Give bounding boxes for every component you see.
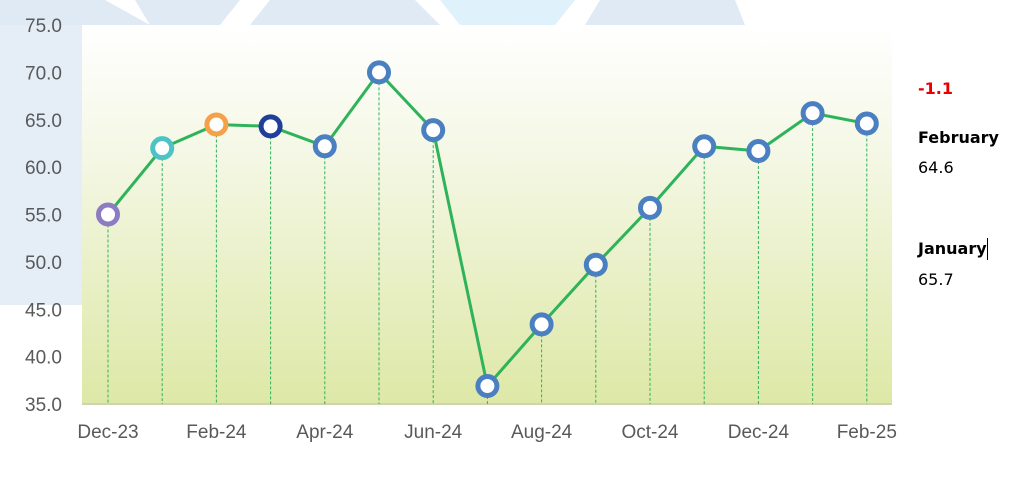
x-axis-ticks: Dec-23 Feb-24 Apr-24 Jun-24 Aug-24 Oct-24 Dec-… [77,422,897,443]
data-point [150,136,175,161]
previous-month-value: 65.7 [918,270,954,289]
data-point [96,202,120,227]
background-decoration [0,0,745,305]
x-tick-label: Feb-25 [837,422,897,443]
data-point [746,139,771,164]
y-axis-ticks: 35.0 40.0 45.0 50.0 55.0 60.0 65.0 70.0 75.0 [25,16,62,416]
y-tick-label: 60.0 [25,158,62,179]
data-point [258,114,283,139]
y-tick-label: 40.0 [25,348,62,369]
drop-lines [107,72,868,404]
plot-area [82,25,892,405]
y-tick-label: 65.0 [25,111,62,132]
y-tick-label: 75.0 [25,16,62,37]
x-tick-label: Dec-24 [728,422,790,443]
data-point [475,373,500,398]
x-tick-label: Aug-24 [511,422,573,443]
data-point [529,312,554,337]
data-point [421,118,446,143]
y-tick-label: 45.0 [25,300,62,321]
x-tick-label: Dec-23 [77,422,138,443]
y-tick-label: 50.0 [25,253,62,274]
data-point [692,134,717,159]
data-point [854,111,879,136]
y-tick-label: 35.0 [25,395,62,416]
data-point [800,101,825,126]
data-point [367,60,391,85]
x-tick-label: Jun-24 [404,422,463,443]
data-point [312,134,337,159]
data-point [583,252,608,277]
x-tick-label: Oct-24 [621,422,678,443]
data-markers [96,60,879,398]
data-point [204,112,229,137]
change-value: -1.1 [918,79,953,98]
y-tick-label: 55.0 [25,206,62,227]
x-tick-label: Feb-24 [186,422,247,443]
x-tick-label: Apr-24 [296,422,353,443]
text-cursor [987,238,988,260]
y-tick-label: 70.0 [25,63,62,84]
current-month-label: February [918,128,999,147]
current-month-value: 64.6 [918,158,954,177]
previous-month-label[interactable]: January [918,239,987,258]
data-point [638,195,662,220]
